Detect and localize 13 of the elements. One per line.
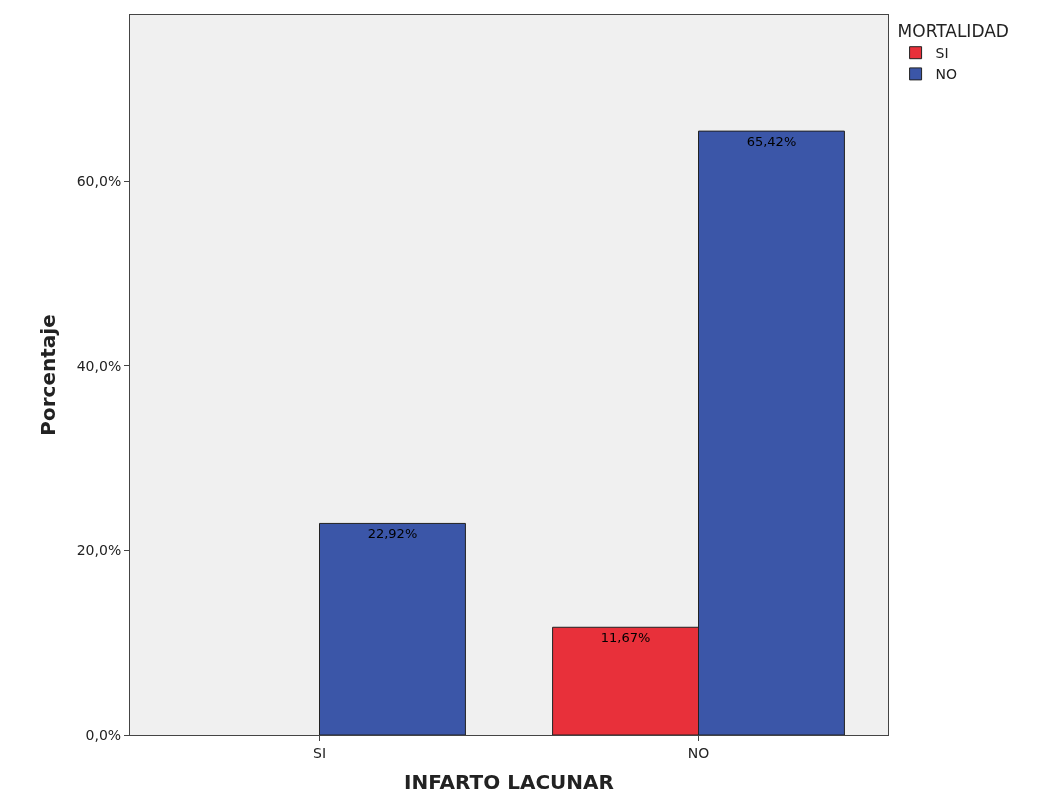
legend-label: NO [935, 66, 958, 83]
x-axis-title: INFARTO LACUNAR [404, 770, 614, 795]
y-tick-label: 60,0% [76, 173, 122, 190]
legend-label: SI [935, 45, 949, 62]
y-axis-title: Porcentaje [36, 314, 61, 436]
bar [319, 522, 466, 735]
y-tick-label: 20,0% [76, 542, 122, 559]
y-tick-label: 0,0% [85, 726, 122, 743]
y-tick-label: 40,0% [76, 357, 122, 374]
data-label: 65,42% [746, 134, 797, 150]
data-label: 11,67% [600, 630, 651, 646]
data-label: 22,92% [367, 526, 418, 542]
legend-title: MORTALIDAD [897, 21, 1009, 42]
